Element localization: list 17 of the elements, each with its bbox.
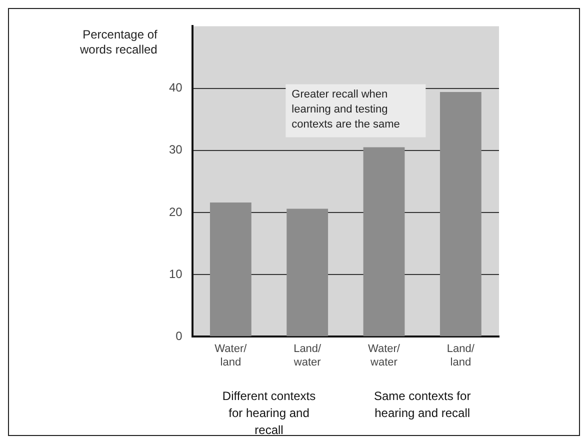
y-tick-label: 30 <box>168 142 183 157</box>
x-tick-label: Land/water <box>292 343 322 368</box>
annotation: Greater recall when learning and testing contexts are the same <box>292 88 400 131</box>
text: Different contexts for hearing and recall <box>222 388 316 437</box>
y-tick-label: 40 <box>168 80 183 95</box>
x-tick-label: Water/water <box>368 343 401 368</box>
y-axis-title: Percentage of words recalled <box>78 27 158 56</box>
bar <box>286 208 328 336</box>
y-tick-label: 0 <box>176 328 183 343</box>
x-tick-label: Land/land <box>446 343 476 368</box>
text: Same contexts for hearing and recall <box>374 388 471 420</box>
x-tick-label: Water/land <box>214 343 248 368</box>
y-tick-label: 10 <box>168 266 183 281</box>
bar <box>363 147 405 336</box>
y-tick-label: 20 <box>168 204 183 219</box>
bar <box>210 202 252 336</box>
bar <box>440 92 482 336</box>
